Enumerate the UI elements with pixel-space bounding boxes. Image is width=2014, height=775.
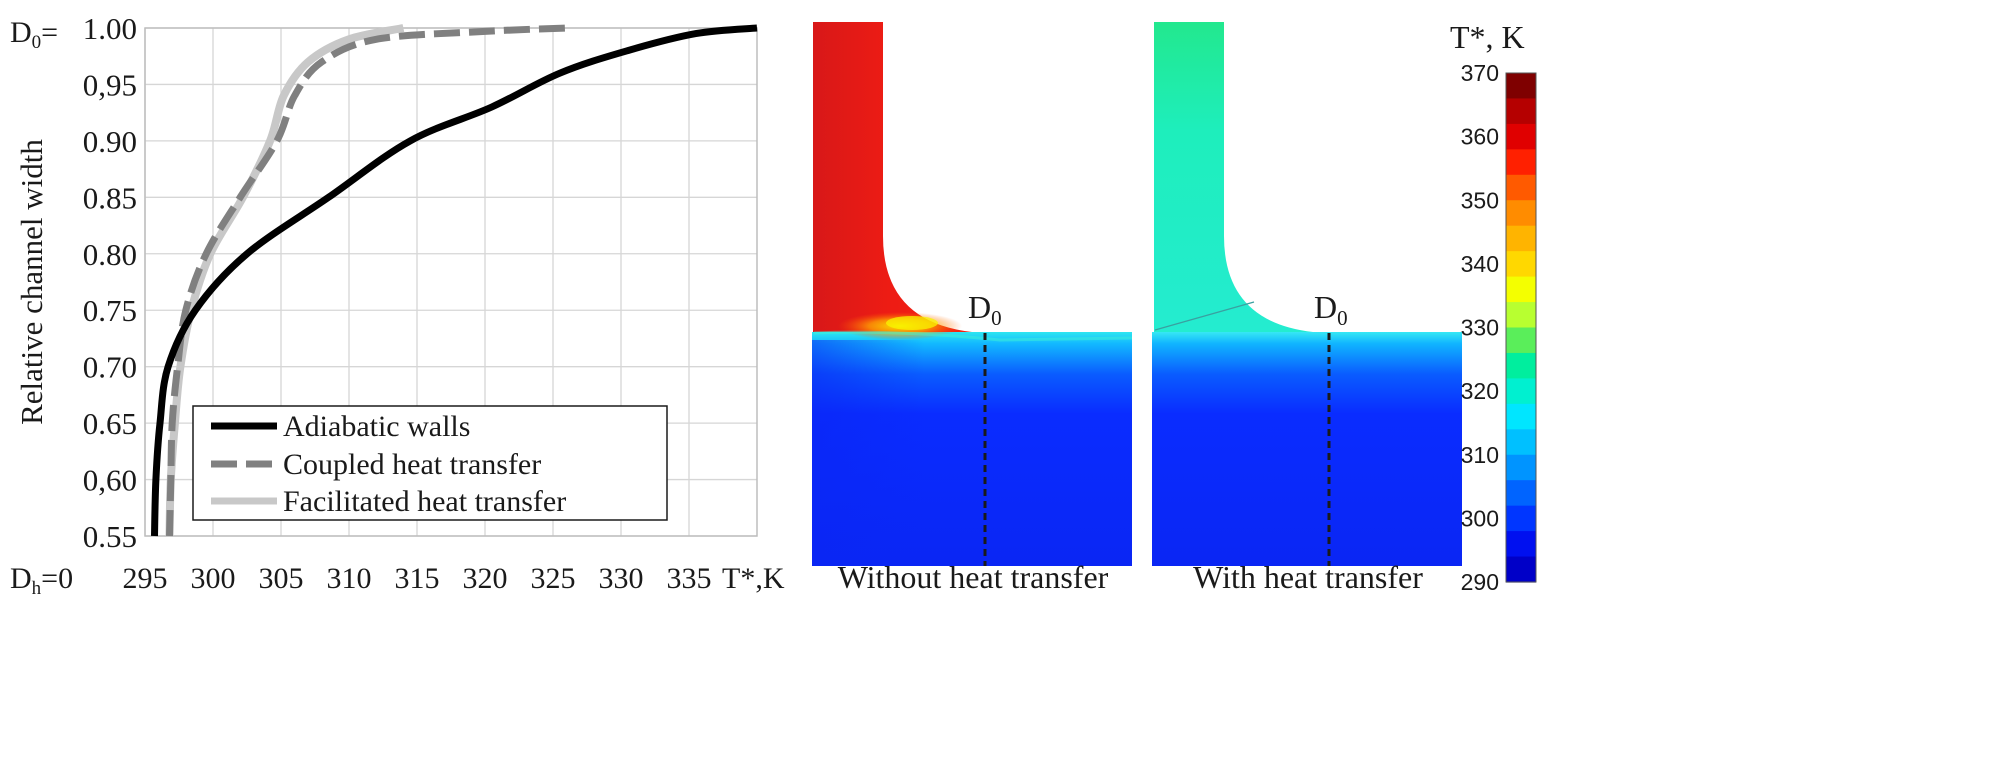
colorbar-block: [1506, 556, 1536, 583]
panel-title-without-heat-transfer: Without heat transfer: [838, 559, 1109, 595]
y-tick-label: 1.00: [83, 11, 137, 46]
legend-label-facilitated: Facilitated heat transfer: [283, 485, 566, 518]
colorbar-block: [1506, 149, 1536, 176]
y-tick-label: 0.70: [83, 350, 137, 385]
x-tick-label: 335: [667, 562, 712, 595]
y-tick-label: 0.55: [83, 519, 137, 554]
colorbar-block: [1506, 531, 1536, 558]
colorbar-tick-label: 370: [1461, 60, 1499, 86]
chart-legend: Adiabatic walls Coupled heat transfer Fa…: [192, 405, 668, 521]
colorbar-block: [1506, 123, 1536, 150]
legend-label-coupled: Coupled heat transfer: [283, 448, 541, 481]
colorbar-tick-label: 350: [1461, 187, 1499, 213]
colorbar-tick-label: 290: [1461, 569, 1499, 595]
series-line-coupled-heat-transfer: [166, 24, 567, 537]
colorbar-block: [1506, 352, 1536, 379]
colorbar-block: [1506, 429, 1536, 456]
warm-mixing-zone-core: [886, 316, 938, 330]
y-axis-bottom-label: Dh=0: [10, 562, 73, 599]
x-tick-label: 305: [259, 562, 304, 595]
plot-area-frame: [144, 27, 758, 537]
x-tick-labels: 295 300 305 310 315 320 325 330 335: [123, 562, 712, 595]
colorbar-tick-label: 320: [1461, 378, 1499, 404]
colorbar-block: [1506, 480, 1536, 507]
colorbar-block: [1506, 200, 1536, 227]
x-tick-label: 330: [599, 562, 644, 595]
colorbar-block: [1506, 327, 1536, 354]
x-tick-label: 315: [395, 562, 440, 595]
y-tick-label: 0.75: [83, 293, 137, 328]
x-tick-label: 310: [327, 562, 372, 595]
panel-title-with-heat-transfer: With heat transfer: [1193, 559, 1423, 595]
colorbar-block: [1506, 174, 1536, 201]
temperature-colorbar: T*, K 370 360 350 340 330 320 310 300 290: [1450, 19, 1537, 595]
wall-interface-line: [1154, 301, 1255, 331]
colorbar-block: [1506, 302, 1536, 329]
colorbar-block: [1506, 378, 1536, 405]
x-axis-title: T*,K: [722, 562, 785, 595]
cfd-panel-without-heat-transfer: D0 Without heat transfer: [812, 22, 1133, 595]
colorbar-block: [1506, 225, 1536, 252]
y-tick-label: 0,60: [83, 463, 137, 498]
series-line-adiabatic-walls: [151, 24, 758, 537]
colorbar-block: [1506, 251, 1536, 278]
colorbar-block: [1506, 403, 1536, 430]
x-tick-label: 300: [191, 562, 236, 595]
colorbar-block: [1506, 276, 1536, 303]
temperature-profile-chart: 0.55 0,60 0.65 0.70 0.75 0.80 0.85 0.90 0,95 1.00…: [10, 11, 785, 599]
d0-marker-label: D0: [1314, 289, 1348, 330]
legend-label-adiabatic: Adiabatic walls: [283, 410, 470, 443]
y-tick-label: 0.85: [83, 180, 137, 215]
colorbar-tick-label: 300: [1461, 505, 1499, 531]
y-axis-top-label: D0=: [10, 16, 58, 53]
outlet-channel-field: [1152, 332, 1462, 566]
colorbar-block: [1506, 505, 1536, 532]
colorbar-tick-label: 360: [1461, 124, 1499, 150]
chart-series: [151, 24, 758, 537]
y-tick-labels: 0.55 0,60 0.65 0.70 0.75 0.80 0.85 0.90 0,95 1.00: [83, 11, 137, 554]
colorbar-frame: [1505, 72, 1537, 583]
colorbar-tick-label: 340: [1461, 251, 1499, 277]
colorbar-title: T*, K: [1450, 19, 1525, 55]
y-tick-label: 0.65: [83, 406, 137, 441]
y-tick-label: 0,95: [83, 67, 137, 102]
cfd-panel-with-heat-transfer: D0 With heat transfer: [1152, 22, 1462, 595]
colorbar-tick-label: 310: [1461, 442, 1499, 468]
d0-marker-label: D0: [968, 289, 1002, 330]
x-tick-label: 295: [123, 562, 168, 595]
outlet-channel-side-shade: [812, 340, 1132, 566]
colorbar-blocks: [1505, 72, 1537, 583]
x-tick-label: 325: [531, 562, 576, 595]
inlet-channel-field: [813, 22, 972, 332]
colorbar-tick-label: 330: [1461, 315, 1499, 341]
mixing-streak: [813, 330, 1133, 342]
colorbar-block: [1506, 73, 1536, 100]
colorbar-tick-labels: 370 360 350 340 330 320 310 300 290: [1461, 60, 1499, 595]
x-tick-label: 320: [463, 562, 508, 595]
colorbar-block: [1506, 454, 1536, 481]
y-tick-label: 0.90: [83, 124, 137, 159]
colorbar-block: [1506, 98, 1536, 125]
inlet-channel-field: [1154, 22, 1313, 332]
y-axis-title: Relative channel width: [14, 139, 49, 425]
y-tick-label: 0.80: [83, 237, 137, 272]
